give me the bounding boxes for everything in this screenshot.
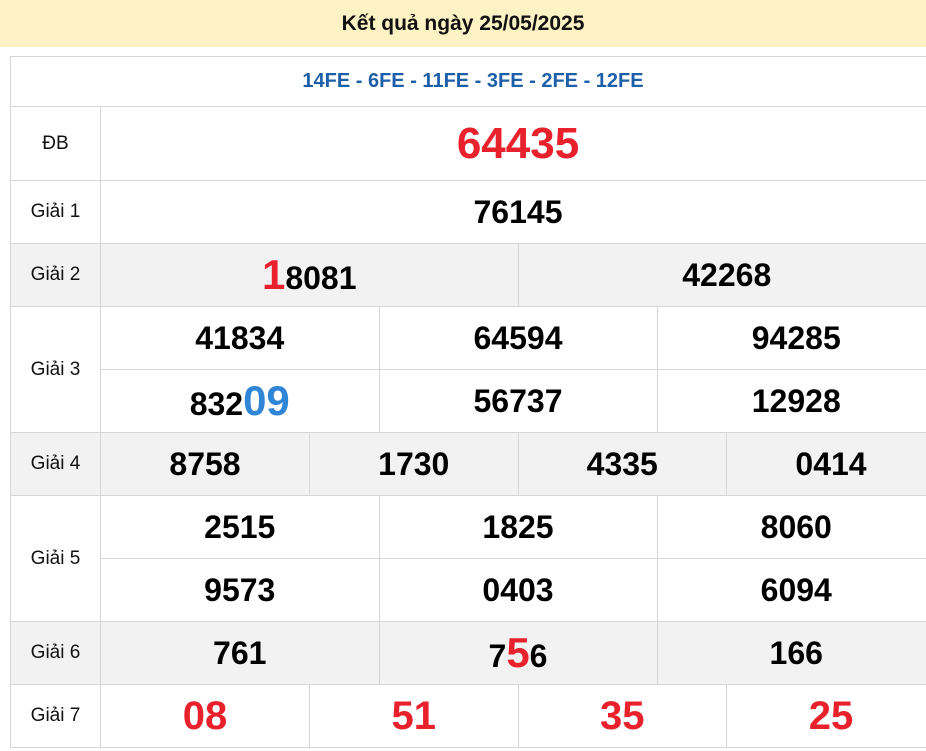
number-digits: 8081 xyxy=(285,260,357,296)
prize-number: 0403 xyxy=(378,559,657,621)
lottery-results-table: 14FE - 6FE - 11FE - 3FE - 2FE - 12FE ĐB 6… xyxy=(10,56,926,748)
prize-number: 761 xyxy=(101,622,379,684)
prize-label: Giải 6 xyxy=(10,621,101,685)
number-digits: 08 xyxy=(182,693,228,738)
prize-number: 64435 xyxy=(101,107,926,180)
prize-number: 1825 xyxy=(378,496,657,558)
prize-row: 9573 0403 6094 xyxy=(11,558,926,622)
number-digits: 25 xyxy=(808,693,854,738)
number-digits: 6094 xyxy=(760,571,832,608)
prize-row: Giải 2 18081 42268 xyxy=(10,243,926,307)
prize-number: 756 xyxy=(378,622,657,684)
prize-numbers: 9573 0403 6094 xyxy=(100,558,926,622)
prize-numbers: 8758 1730 4335 0414 xyxy=(100,432,926,496)
prize-number: 51 xyxy=(309,685,518,747)
prize-number: 1730 xyxy=(309,433,518,495)
prize-number: 9573 xyxy=(101,559,379,621)
number-digits: 64435 xyxy=(456,118,580,168)
prize-number: 25 xyxy=(726,685,926,747)
number-digits: 0403 xyxy=(482,571,554,608)
number-digits: 1730 xyxy=(378,445,450,482)
prize-label: Giải 7 xyxy=(10,684,101,748)
prize-number: 8758 xyxy=(101,433,310,495)
number-digits: 0414 xyxy=(795,445,867,482)
prize-number: 6094 xyxy=(656,559,926,621)
prize-numbers: 41834 64594 94285 xyxy=(100,306,926,370)
number-digits: 94285 xyxy=(751,319,841,356)
prize-label: Giải 3 xyxy=(10,306,101,433)
prize-row: Giải 1 76145 xyxy=(10,180,926,244)
prize-number: 12928 xyxy=(656,370,926,432)
prize-numbers: 08 51 35 25 xyxy=(100,684,926,748)
prize-number: 0414 xyxy=(726,433,926,495)
highlighted-digits: 1 xyxy=(261,251,286,298)
number-digits: 42268 xyxy=(682,256,772,293)
prize-number: 83209 xyxy=(101,370,379,432)
prize-number: 18081 xyxy=(101,244,518,306)
number-digits: 761 xyxy=(213,634,267,671)
number-digits: 166 xyxy=(769,634,823,671)
prize-number: 4335 xyxy=(517,433,727,495)
number-digits: 12928 xyxy=(751,382,841,419)
prize-numbers: 76145 xyxy=(100,180,926,244)
prize-number: 94285 xyxy=(656,307,926,369)
prize-numbers: 64435 xyxy=(100,106,926,181)
prize-row: Giải 4 8758 1730 4335 0414 xyxy=(10,432,926,496)
prize-row: Giải 6 761 756 166 xyxy=(10,621,926,685)
number-digits: 76145 xyxy=(473,193,563,230)
prize-number: 35 xyxy=(517,685,727,747)
prize-number: 41834 xyxy=(101,307,379,369)
prize-row: Giải 5 2515 1825 8060 xyxy=(10,495,926,622)
prize-number: 42268 xyxy=(517,244,926,306)
number-digits: 2515 xyxy=(204,508,276,545)
prize-label: Giải 5 xyxy=(10,495,101,622)
number-digits: 832 xyxy=(189,386,244,422)
prize-label: Giải 4 xyxy=(10,432,101,496)
highlighted-digits: 5 xyxy=(506,629,530,676)
prize-numbers: 761 756 166 xyxy=(100,621,926,685)
prize-numbers: 2515 1825 8060 xyxy=(100,495,926,559)
prize-row: ĐB 64435 xyxy=(10,106,926,181)
prize-numbers: 83209 56737 12928 xyxy=(100,369,926,433)
results-date-header: Kết quả ngày 25/05/2025 xyxy=(0,0,926,47)
number-digits: 7 xyxy=(488,638,507,674)
prize-number: 76145 xyxy=(101,181,926,243)
number-digits: 6 xyxy=(529,638,548,674)
prize-row: Giải 3 41834 64594 94285 xyxy=(10,306,926,433)
prize-number: 08 xyxy=(101,685,310,747)
highlighted-digits: 09 xyxy=(243,377,290,424)
number-digits: 51 xyxy=(391,693,437,738)
prize-number: 8060 xyxy=(656,496,926,558)
prize-label: ĐB xyxy=(10,106,101,181)
number-digits: 35 xyxy=(600,693,645,738)
number-digits: 64594 xyxy=(473,319,563,356)
prize-label: Giải 1 xyxy=(10,180,101,244)
prize-label: Giải 2 xyxy=(10,243,101,307)
number-digits: 56737 xyxy=(473,382,563,419)
prize-row: Giải 7 08 51 35 25 xyxy=(10,684,926,748)
number-digits: 8060 xyxy=(760,508,832,545)
prize-number: 166 xyxy=(656,622,926,684)
number-digits: 41834 xyxy=(195,319,285,356)
number-digits: 9573 xyxy=(204,571,276,608)
special-codes: 14FE - 6FE - 11FE - 3FE - 2FE - 12FE xyxy=(10,56,926,107)
prize-number: 56737 xyxy=(378,370,657,432)
number-digits: 8758 xyxy=(169,445,241,482)
prize-number: 2515 xyxy=(101,496,379,558)
number-digits: 4335 xyxy=(586,445,658,482)
prize-number: 64594 xyxy=(378,307,657,369)
prize-row: 83209 56737 12928 xyxy=(11,369,926,433)
prize-numbers: 18081 42268 xyxy=(100,243,926,307)
number-digits: 1825 xyxy=(482,508,554,545)
